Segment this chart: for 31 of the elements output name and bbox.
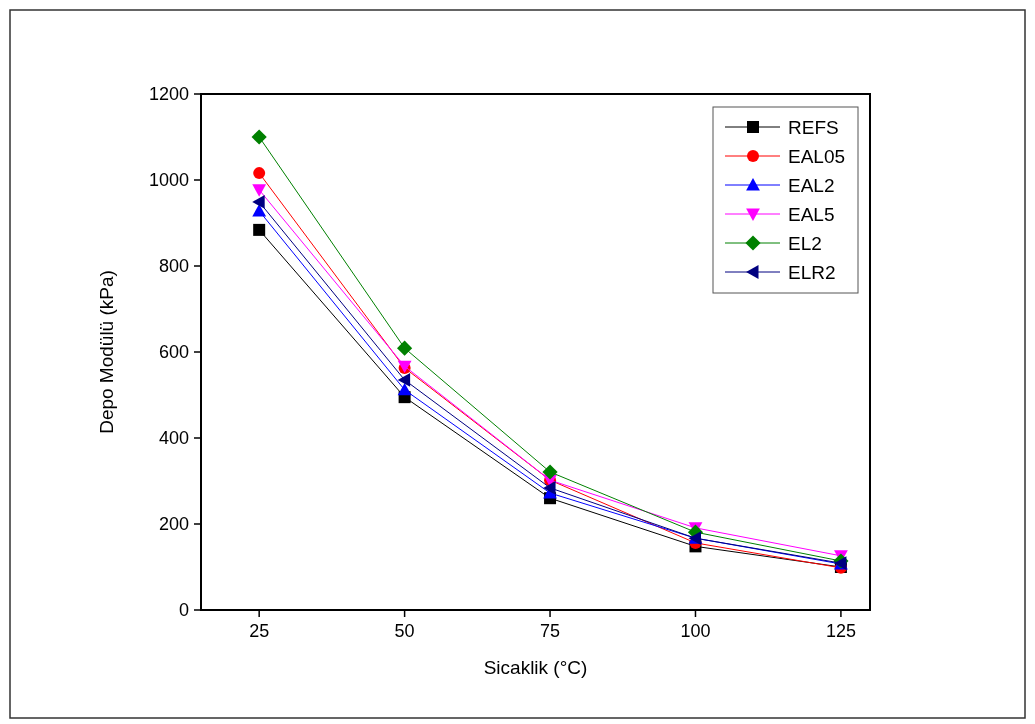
y-tick-label: 800: [158, 256, 189, 276]
x-tick-label: 125: [825, 621, 856, 641]
point: [253, 223, 266, 236]
y-tick-label: 200: [158, 514, 189, 534]
x-tick-label: 100: [680, 621, 711, 641]
legend-label: EL2: [788, 233, 822, 254]
legend-label: ELR2: [788, 262, 836, 283]
y-tick-label: 1000: [148, 170, 189, 190]
point: [252, 195, 265, 209]
point: [397, 340, 413, 356]
y-tick-label: 400: [158, 428, 189, 448]
legend-label: REFS: [788, 117, 839, 138]
point: [397, 373, 411, 387]
point: [251, 129, 267, 145]
legend-label: EAL2: [788, 175, 835, 196]
y-tick-label: 1200: [148, 84, 189, 104]
legend-label: EAL5: [788, 204, 835, 225]
point: [252, 204, 267, 217]
point: [397, 382, 412, 396]
x-tick-label: 25: [249, 621, 270, 641]
x-tick-label: 50: [394, 621, 415, 641]
y-tick-label: 600: [158, 342, 189, 362]
x-axis-title: Sicaklik (°C): [483, 657, 588, 678]
point: [543, 480, 556, 495]
x-tick-label: 75: [540, 621, 561, 641]
point: [253, 167, 266, 180]
point: [542, 464, 558, 480]
legend-label: EAL05: [788, 146, 846, 167]
y-tick-label: 0: [178, 600, 189, 620]
point: [252, 184, 267, 197]
y-axis-title: Depo Modülü (kPa): [96, 270, 117, 434]
